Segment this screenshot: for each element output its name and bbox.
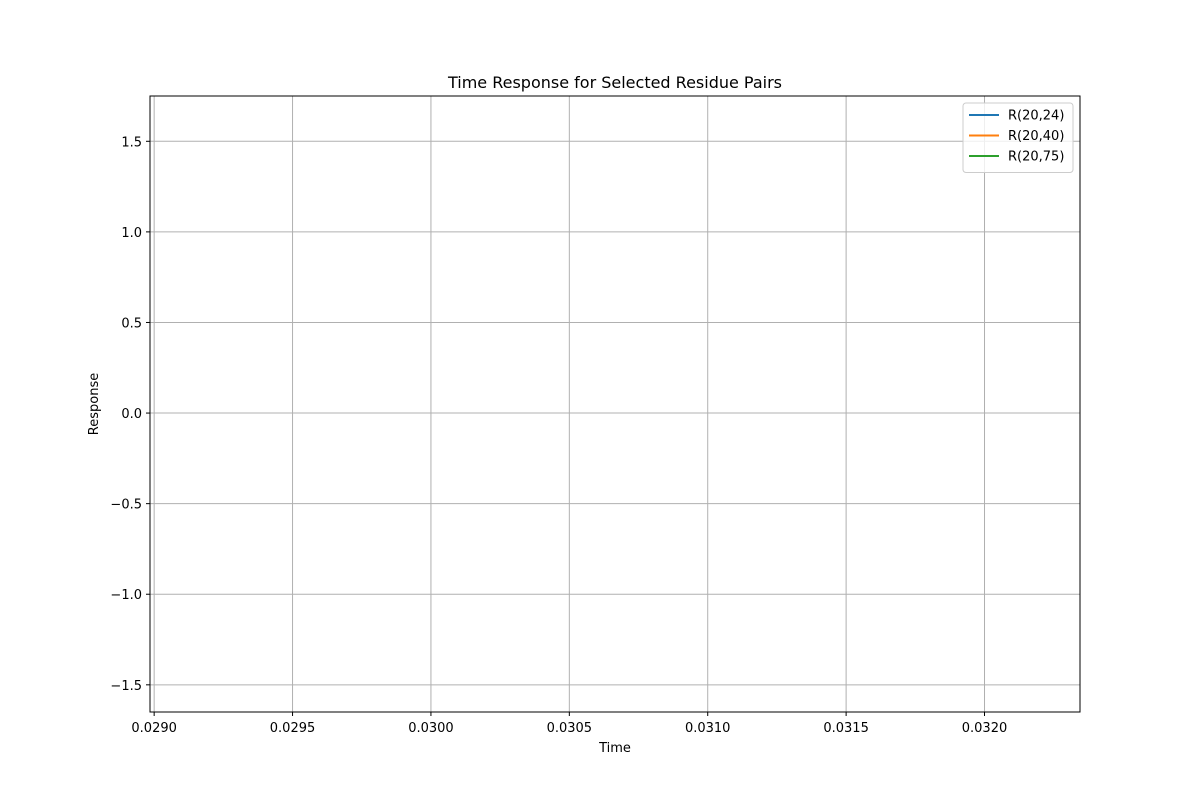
y-tick-label: 0.0 [121, 407, 142, 422]
y-tick-label: 0.5 [121, 316, 142, 331]
x-tick-label: 0.0315 [823, 721, 869, 736]
x-tick-label: 0.0320 [962, 721, 1008, 736]
grid [150, 96, 1080, 712]
x-tick-label: 0.0290 [131, 721, 177, 736]
y-tick-label: 1.0 [121, 226, 142, 241]
x-tick-label: 0.0310 [685, 721, 731, 736]
chart-title: Time Response for Selected Residue Pairs [447, 73, 782, 92]
legend: R(20,24) R(20,40) R(20,75) [962, 102, 1074, 173]
legend-label: R(20,24) [1008, 109, 1064, 124]
x-axis: 0.0290 0.0295 0.0300 0.0305 0.0310 0.0315 0.03… [131, 712, 1007, 736]
y-axis-title: Response [87, 373, 102, 435]
x-tick-label: 0.0300 [408, 721, 454, 736]
x-tick-label: 0.0305 [547, 721, 593, 736]
y-axis: −1.5 −1.0 −0.5 0.0 0.5 1.0 1.5 [110, 135, 150, 694]
y-tick-label: −1.0 [110, 588, 142, 603]
legend-label: R(20,75) [1008, 150, 1064, 165]
plot-frame [149, 95, 1081, 713]
y-tick-label: −1.5 [110, 679, 142, 694]
legend-label: R(20,40) [1008, 129, 1064, 144]
y-tick-label: 1.5 [121, 135, 142, 150]
x-axis-title: Time [598, 741, 631, 756]
x-tick-label: 0.0295 [270, 721, 316, 736]
y-tick-label: −0.5 [110, 498, 142, 513]
